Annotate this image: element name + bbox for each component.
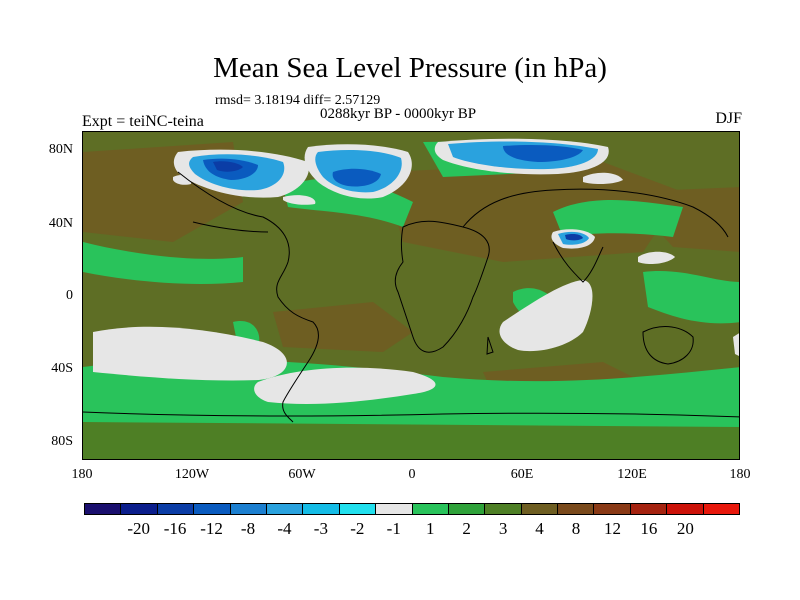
legend-label: 16: [640, 519, 658, 538]
lat-label-40n: 40N: [48, 216, 73, 231]
rmsd-diff-stats: rmsd= 3.18194 diff= 2.57129: [215, 93, 381, 108]
legend-label: 3: [498, 519, 508, 538]
legend-swatch: [520, 503, 558, 515]
legend-swatch: [120, 503, 157, 515]
coastlines: [83, 171, 739, 423]
legend-swatch: [484, 503, 521, 515]
color-legend: [84, 503, 741, 515]
legend-label: -3: [313, 519, 328, 538]
legend-label: -2: [350, 519, 365, 538]
legend-swatch: [265, 503, 303, 515]
legend-label: 1: [425, 519, 435, 538]
legend-label: 20: [676, 519, 694, 538]
legend-swatch: [229, 503, 266, 515]
map-title: Mean Sea Level Pressure (in hPa): [213, 52, 607, 84]
legend-label: 4: [535, 519, 544, 538]
legend-label: -1: [386, 519, 401, 538]
legend-swatch: [84, 503, 121, 515]
lat-label-40s: 40S: [51, 361, 73, 376]
season-label: DJF: [715, 110, 742, 127]
legend-label: -12: [200, 519, 223, 538]
lon-label-0: 0: [408, 467, 416, 482]
legend-label: 2: [462, 519, 471, 538]
legend-swatch: [302, 503, 339, 515]
legend-swatch: [193, 503, 230, 515]
experiment-label: Expt = teiNC-teina: [82, 113, 204, 130]
legend-swatch: [375, 503, 412, 515]
legend-swatch: [411, 503, 448, 515]
legend-label: -8: [240, 519, 256, 538]
lat-label-80s: 80S: [51, 434, 73, 449]
grey-region: [93, 172, 739, 405]
legend-label: -20: [127, 519, 150, 538]
lon-label-120w: 120W: [174, 467, 210, 482]
legend-label: 8: [571, 519, 581, 538]
legend-label: -16: [163, 519, 187, 538]
legend-label: 12: [603, 519, 621, 538]
blue-region: [173, 138, 609, 249]
map-canvas: [83, 132, 739, 459]
legend-swatch: [666, 503, 703, 515]
lat-label-80n: 80N: [48, 142, 73, 157]
legend-swatch: [447, 503, 485, 515]
lon-label-120e: 120E: [617, 467, 647, 482]
legend-label: -4: [277, 519, 292, 538]
legend-swatch: [338, 503, 376, 515]
legend-swatch: [156, 503, 194, 515]
pressure-map: [82, 131, 740, 460]
period-subtitle: 0288kyr BP - 0000kyr BP: [320, 106, 477, 122]
lat-label-0: 0: [66, 288, 73, 303]
lon-label-180w: 180: [71, 467, 93, 482]
lon-label-60e: 60E: [510, 467, 534, 482]
legend-swatch: [629, 503, 667, 515]
legend-swatch: [702, 503, 741, 515]
legend-swatch: [593, 503, 630, 515]
lon-label-180e: 180: [729, 467, 751, 482]
legend-swatch: [557, 503, 594, 515]
lon-label-60w: 60W: [288, 467, 316, 482]
